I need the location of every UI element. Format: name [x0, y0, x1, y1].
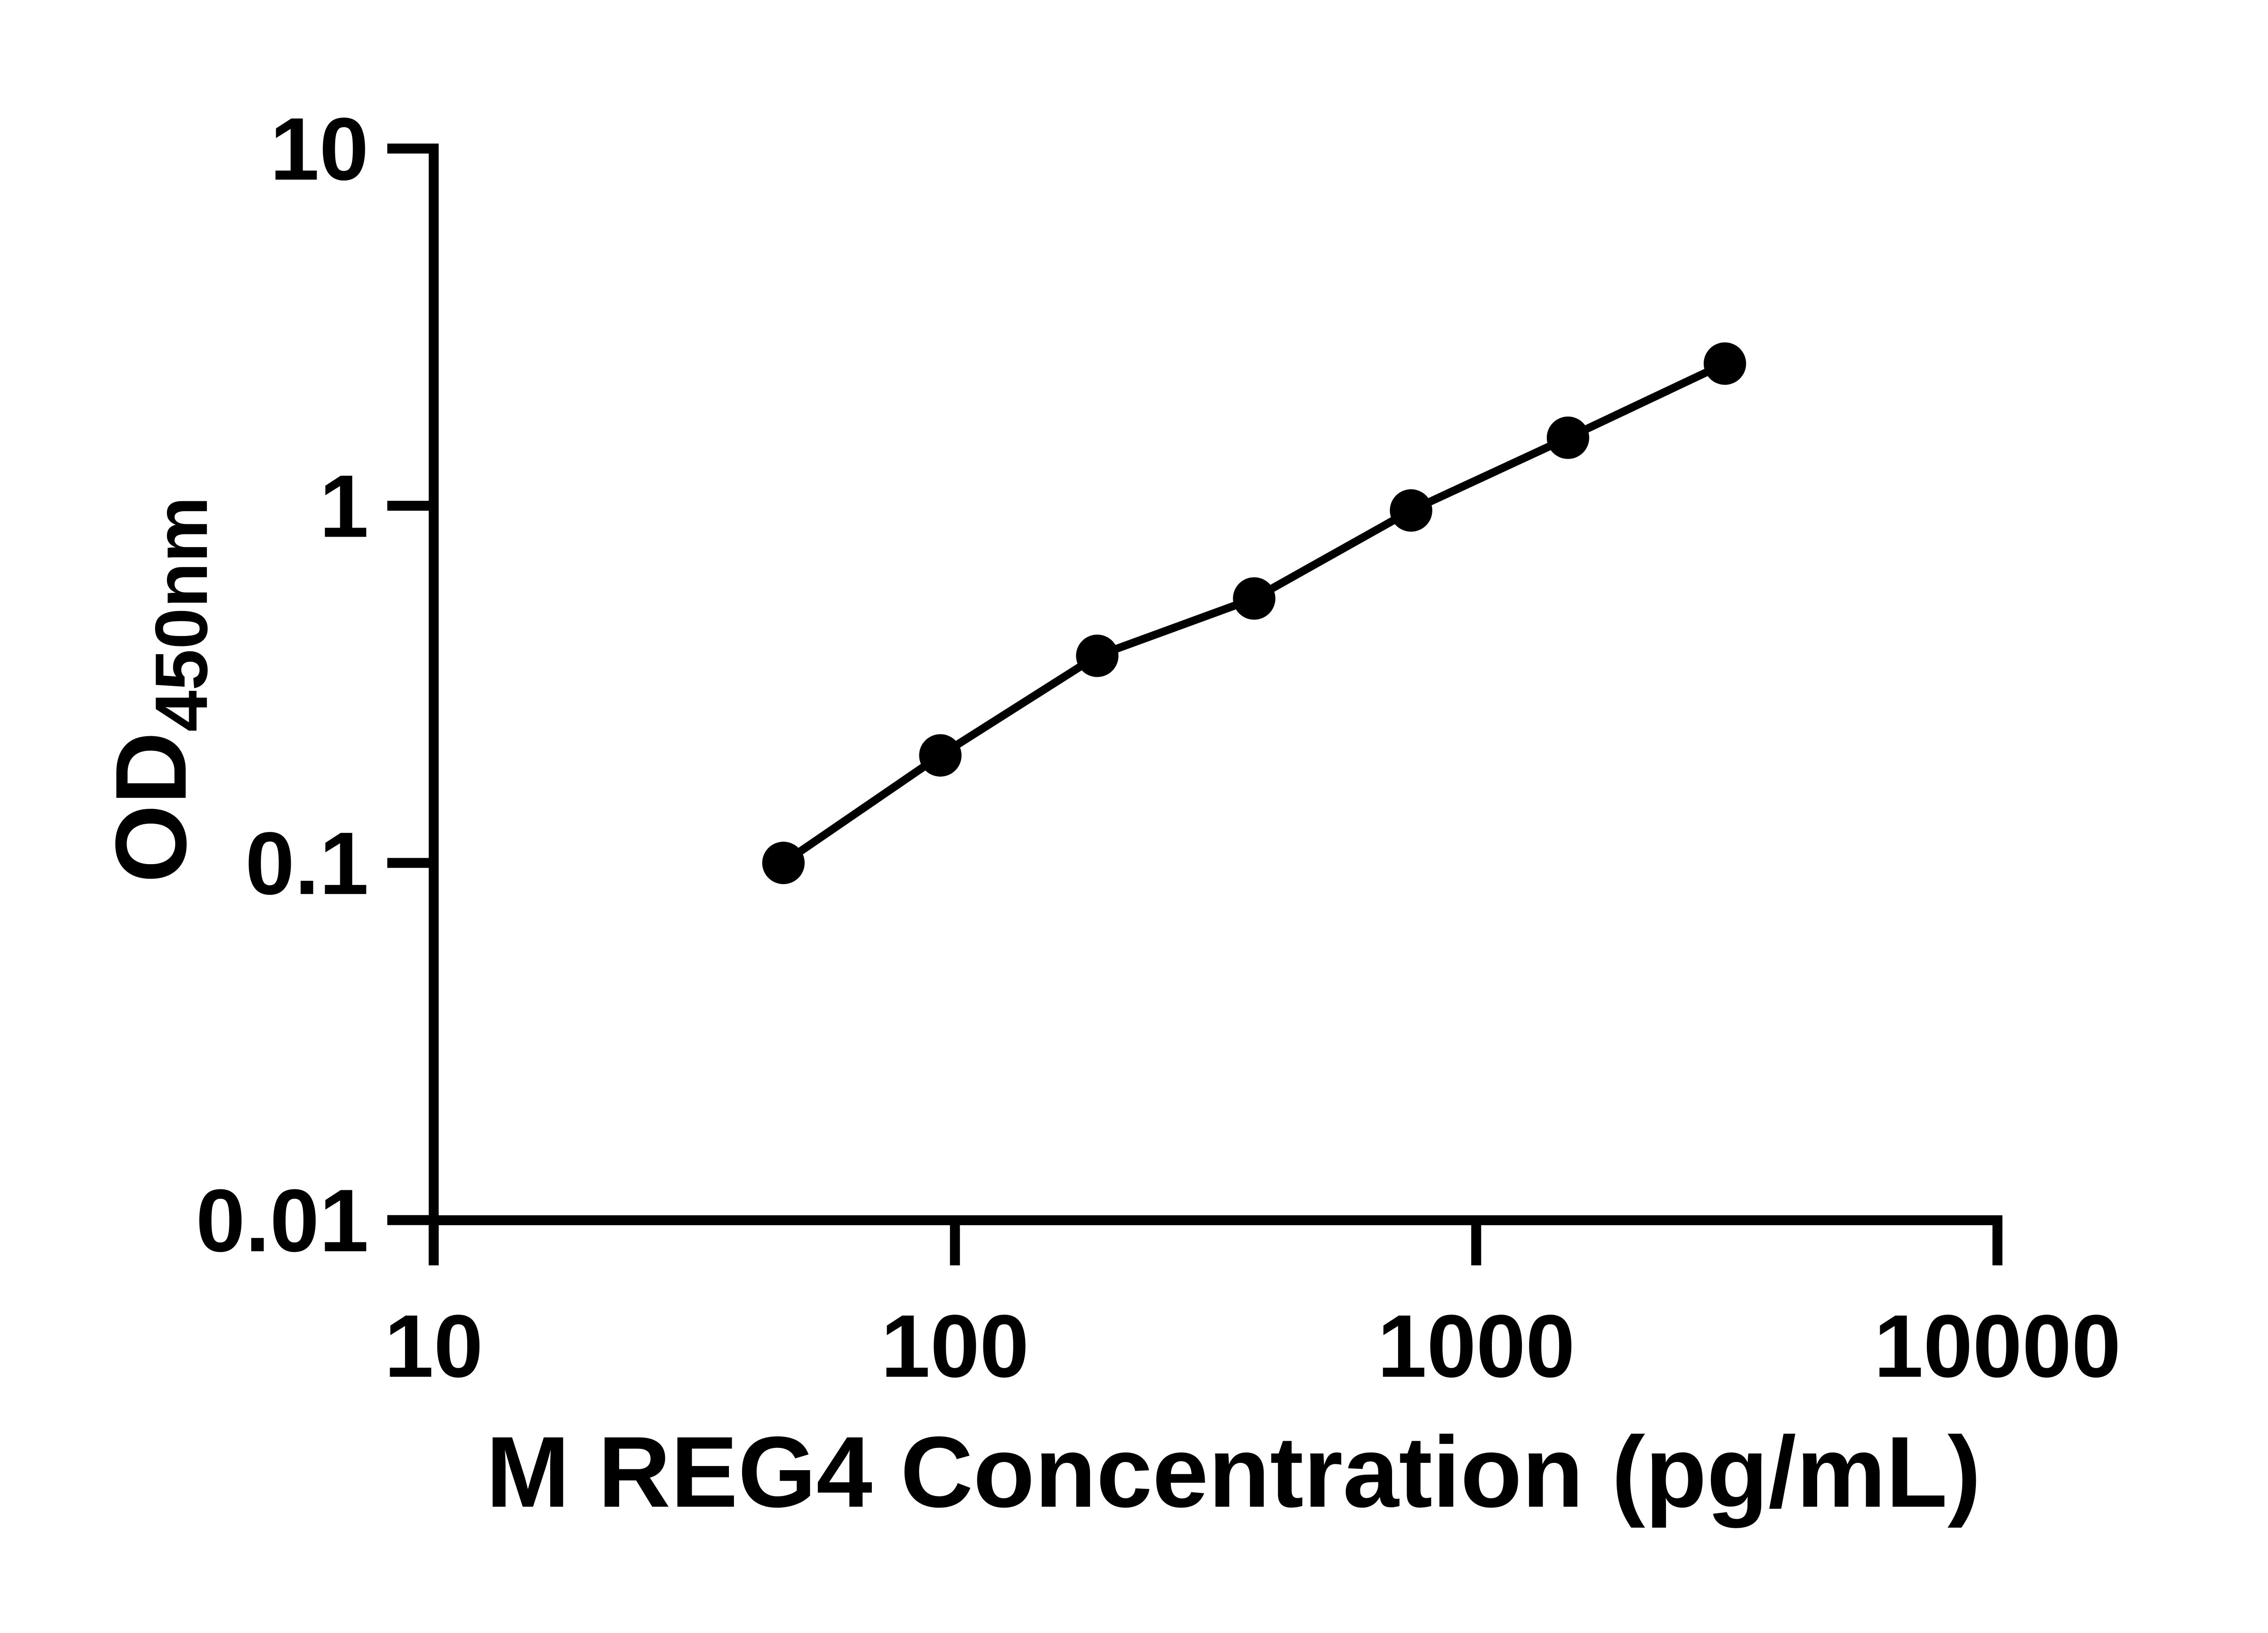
data-point — [1703, 342, 1746, 385]
data-points — [762, 342, 1746, 885]
y-tick-label: 0.01 — [196, 1171, 369, 1270]
standard-curve-figure: 10 1 0.1 0.01 10 100 1000 10000 OD450nm M REG4… — [95, 99, 2121, 1529]
data-point — [1076, 635, 1119, 677]
y-tick-label: 10 — [270, 99, 369, 199]
x-axis-title: M REG4 Concentration (pg/mL) — [486, 1416, 1981, 1529]
standard-curve-chart: 10 1 0.1 0.01 10 100 1000 10000 OD450nm M REG4… — [95, 99, 2121, 1529]
y-axis-title: OD450nm — [95, 496, 223, 883]
data-point — [1546, 416, 1589, 459]
y-tick-label: 1 — [319, 456, 369, 556]
data-point — [1233, 577, 1276, 620]
y-axis-title-subscript: 450nm — [140, 496, 223, 732]
axes — [429, 143, 2003, 1266]
x-tick-label: 10000 — [1874, 1296, 2121, 1396]
y-axis-title-main: OD — [95, 732, 207, 883]
data-point — [762, 841, 805, 885]
y-axis-ticks: 10 1 0.1 0.01 — [196, 99, 434, 1270]
x-axis-ticks: 10 100 1000 10000 — [384, 1220, 2121, 1396]
x-tick-label: 1000 — [1377, 1296, 1575, 1396]
data-point — [1390, 489, 1432, 532]
data-point — [919, 734, 962, 777]
x-tick-label: 100 — [881, 1296, 1029, 1396]
x-tick-label: 10 — [384, 1296, 483, 1396]
y-tick-label: 0.1 — [245, 814, 369, 913]
